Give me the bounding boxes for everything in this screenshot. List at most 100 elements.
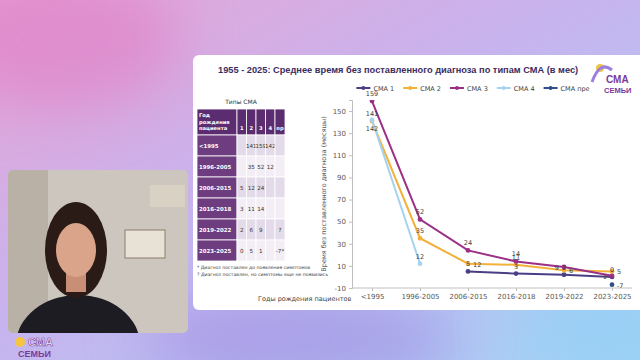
page: СМАСЕМЬИСМАСЕМЬИ1955 - 2025: Среднее вре… [0,0,640,360]
table-header-text: 4 [268,125,272,131]
y-tick-label: 110 [333,152,346,160]
logo-text: СМА [606,74,629,85]
x-tick-mark [564,288,565,291]
table-cell [266,198,276,219]
legend-item: СМА 4 [497,85,535,93]
table-cell [197,177,237,198]
legend-label: СМА 1 [373,85,394,93]
y-tick-label: 50 [337,218,346,226]
legend-label: СМА 4 [514,85,535,93]
table-cell [266,240,276,261]
table-cell-text: 5 [240,185,244,191]
legend-item: СМА 2 [403,85,441,93]
x-tick: 2006-2015 [449,288,487,301]
series-marker [466,248,471,253]
table-cell [197,219,237,240]
series-line [372,121,612,271]
data-label: 5 [466,260,470,268]
table-header-text: 3 [259,125,263,131]
x-tick: 2023-2025 [593,288,631,301]
table-cell [197,198,237,219]
y-tick-mark [349,222,352,223]
table-header-cell [256,109,266,135]
series-marker [370,100,375,104]
table-cell-text: 11 [248,206,256,212]
y-tick: 70 [337,196,352,204]
data-label: 2 [562,264,566,272]
data-label: 6 [569,267,573,275]
table-cell [237,240,247,261]
y-tick-label: -10 [335,285,346,293]
table-header-text: 2 [249,125,253,131]
y-tick: -10 [335,285,352,293]
data-label: 0 [610,266,614,274]
y-tick: 110 [333,152,352,160]
x-tick-mark [420,288,421,291]
table-cell [197,156,237,177]
y-tick-label: 150 [333,108,346,116]
table-cell-text: 12 [248,185,255,191]
data-label: 24 [464,239,472,247]
person-face [56,223,96,277]
x-axis: <19951996-20052006-20152016-20182019-202… [352,288,632,301]
x-tick-mark [372,288,373,291]
data-label: 1 [603,273,607,281]
logo-top: СМАСЕМЬИ [592,64,631,95]
y-tick-mark [349,177,352,178]
series-marker [370,118,375,123]
table-cell-text: 2016-2018 [199,206,231,212]
y-tick: 30 [337,241,352,249]
legend-label: СМА 2 [420,85,441,93]
data-label: 9 [555,264,559,272]
y-axis: -101030507090110130150 [333,101,353,293]
table-cell-text: 0 [240,248,244,254]
table-note: ? Диагноз поставлен, но симптомы еще не … [197,272,328,277]
table-header-cell [197,109,237,135]
x-axis-line [352,288,632,289]
table-cell [275,240,285,261]
series-marker [418,261,423,266]
presenter-video [8,170,188,333]
table-cell [256,156,266,177]
table-cell [197,240,237,261]
table-header-text: пр [276,125,284,132]
logo-text: СЕМЬИ [604,86,631,95]
table-cell [275,135,285,156]
legend-swatch [408,86,412,90]
table-cell [256,198,266,219]
y-tick-mark [349,133,352,134]
y-tick-label: 10 [337,263,346,271]
series-marker [418,236,423,241]
y-tick-label: 30 [337,241,346,249]
y-tick: 90 [337,174,352,182]
chart-title: 1955 - 2025: Среднее время без поставлен… [218,65,578,75]
y-tick-mark [349,200,352,201]
table-cell-text: 2006-2015 [199,185,231,191]
table-cell-text: 12 [267,164,274,170]
data-label: 3 [514,263,518,271]
y-tick-mark [349,155,352,156]
y-tick-mark [349,266,352,267]
legend-item: СМА пре [544,85,590,93]
table-cell-text: 35 [248,164,256,170]
table-cell-text: ? [279,227,282,233]
series-marker [514,271,519,276]
table-header-cell [275,109,285,135]
table-cell-text: 5 [249,248,253,254]
table-cell [266,177,276,198]
video-shelf [150,185,185,207]
logo-icon [15,337,25,347]
series-marker [418,217,423,222]
person-body [16,295,140,333]
table-cell [256,177,266,198]
table-cell-text: 1996-2005 [199,164,231,170]
table-cell [237,198,247,219]
table-cell-text: 24 [257,185,265,191]
table-cell-text: 2023-2025 [199,248,231,254]
table-cell [197,135,237,156]
data-label: 141 [366,110,378,118]
y-tick-label: 70 [337,196,346,204]
logo-text: СМА [28,336,53,348]
table-cell-text: 9 [259,227,263,233]
table-cell-text: 52 [257,164,264,170]
